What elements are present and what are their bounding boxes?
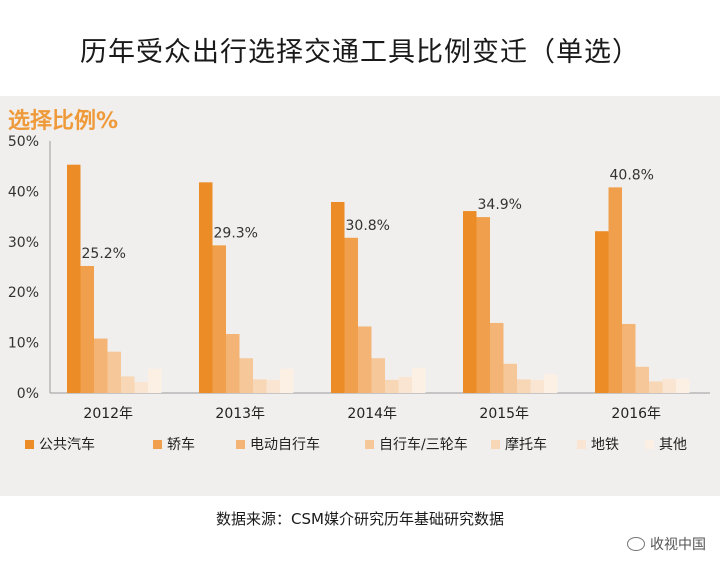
legend-label: 公共汽车 bbox=[39, 436, 95, 453]
bar bbox=[608, 187, 622, 393]
data-label: 40.8% bbox=[610, 167, 654, 183]
bar bbox=[544, 374, 558, 393]
legend-swatch bbox=[577, 440, 586, 449]
bar bbox=[280, 368, 294, 393]
legend-label: 摩托车 bbox=[505, 436, 547, 453]
watermark: 收视中国 bbox=[627, 534, 706, 554]
y-tick-label: 10% bbox=[8, 336, 39, 352]
legend-label: 轿车 bbox=[167, 436, 195, 453]
legend-label: 其他 bbox=[659, 437, 687, 453]
bar bbox=[398, 376, 412, 393]
y-tick-label: 40% bbox=[8, 184, 39, 200]
data-label: 34.9% bbox=[478, 197, 522, 213]
x-tick-label: 2016年 bbox=[611, 406, 661, 422]
bar bbox=[67, 164, 81, 393]
x-tick-label: 2013年 bbox=[215, 406, 265, 422]
data-source-note: 数据来源：CSM媒介研究历年基础研究数据 bbox=[216, 510, 504, 528]
bar bbox=[503, 363, 517, 393]
bar bbox=[517, 379, 531, 393]
bar bbox=[595, 231, 609, 393]
legend-label: 电动自行车 bbox=[250, 436, 320, 453]
data-label: 25.2% bbox=[82, 246, 126, 262]
y-tick-label: 20% bbox=[8, 285, 39, 301]
bar bbox=[371, 358, 385, 393]
y-tick-label: 0% bbox=[17, 386, 39, 402]
page-title: 历年受众出行选择交通工具比例变迁（单选） bbox=[80, 37, 640, 68]
legend-swatch bbox=[236, 440, 245, 449]
bar bbox=[476, 217, 490, 393]
bar bbox=[212, 245, 226, 393]
legend-swatch bbox=[153, 440, 162, 449]
bar bbox=[253, 379, 267, 393]
y-axis-label: 选择比例% bbox=[8, 109, 119, 134]
bar bbox=[148, 368, 162, 393]
bar bbox=[635, 366, 649, 393]
legend-swatch bbox=[491, 440, 500, 449]
data-label: 30.8% bbox=[346, 218, 390, 234]
bar bbox=[331, 201, 345, 393]
legend-swatch bbox=[25, 440, 34, 449]
bar bbox=[107, 351, 121, 393]
y-tick-label: 50% bbox=[8, 134, 39, 150]
bar bbox=[676, 378, 690, 393]
data-label: 29.3% bbox=[214, 225, 258, 241]
x-tick-label: 2014年 bbox=[347, 406, 397, 422]
x-tick-label: 2012年 bbox=[83, 406, 133, 422]
bar bbox=[358, 326, 372, 393]
bar-chart: 0% 10% 20% 30% 40% 50% 2012年 2013年 2014年 2015年 201… bbox=[8, 134, 710, 453]
bar bbox=[121, 376, 135, 393]
legend-swatch bbox=[365, 440, 374, 449]
bar bbox=[622, 323, 636, 393]
bar bbox=[463, 211, 477, 393]
x-tick-label: 2015年 bbox=[479, 406, 529, 422]
bar bbox=[239, 358, 253, 393]
bar bbox=[344, 237, 358, 393]
bar bbox=[385, 379, 399, 393]
chat-bubble-icon bbox=[627, 537, 645, 551]
bar bbox=[490, 322, 504, 393]
bar bbox=[226, 334, 240, 393]
bar bbox=[94, 338, 108, 393]
bar bbox=[266, 379, 280, 393]
bar bbox=[530, 379, 544, 393]
bar bbox=[662, 378, 676, 393]
bar bbox=[134, 381, 148, 393]
legend-label: 地铁 bbox=[591, 437, 619, 453]
bar bbox=[412, 367, 426, 393]
legend-label: 自行车/三轮车 bbox=[379, 436, 468, 453]
bar bbox=[80, 265, 94, 393]
legend-swatch bbox=[645, 440, 654, 449]
bar bbox=[649, 381, 663, 393]
watermark-text: 收视中国 bbox=[650, 537, 706, 553]
y-tick-label: 30% bbox=[8, 235, 39, 251]
bar bbox=[199, 182, 213, 393]
